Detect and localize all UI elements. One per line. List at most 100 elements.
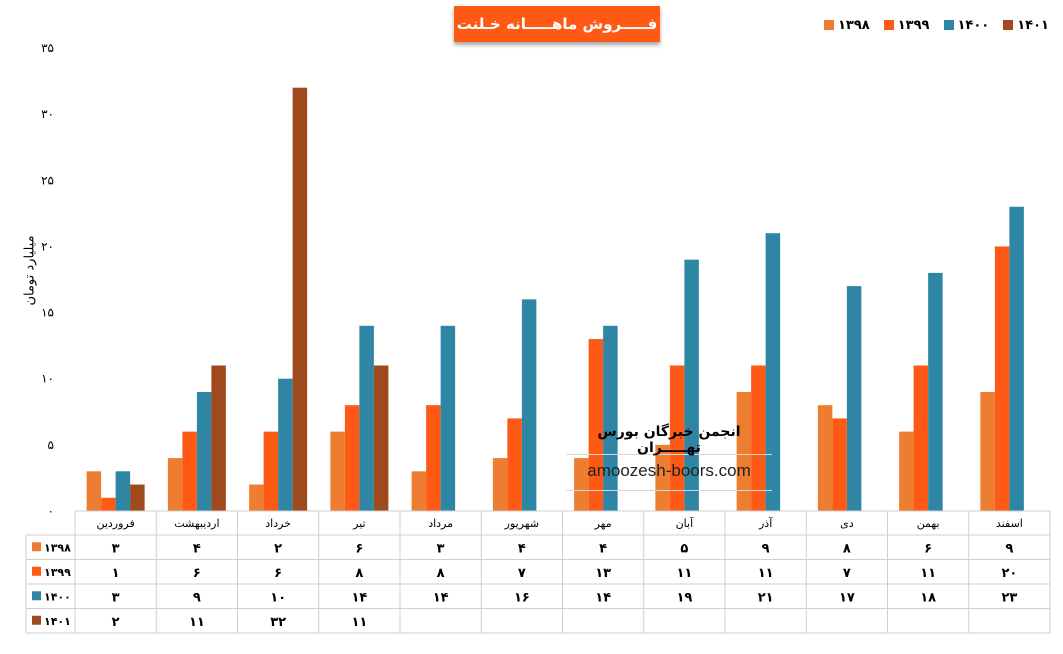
- data-label: ۱۷: [839, 590, 855, 605]
- y-tick-label: ۲۰: [41, 239, 54, 253]
- bar: [574, 458, 589, 511]
- data-label: ۶: [924, 541, 932, 556]
- data-label: ۲۰: [1001, 566, 1017, 581]
- bar: [1009, 206, 1024, 511]
- bar: [426, 405, 441, 511]
- y-tick-label: ۱۵: [41, 306, 54, 320]
- data-label: ۳: [112, 541, 120, 556]
- bar: [899, 431, 914, 511]
- y-tick-label: ۱۰: [41, 372, 54, 386]
- data-label: ۱۱: [758, 566, 774, 581]
- y-axis-label: میلیارد تومان: [22, 234, 38, 306]
- x-tick-label: خرداد: [265, 517, 291, 530]
- data-label: ۳: [112, 590, 120, 605]
- watermark-title: انجمن خبرگان بورس تهـــــران: [597, 424, 741, 456]
- watermark-divider-bottom: [566, 490, 772, 491]
- table-series-name: ۱۳۹۸: [44, 541, 71, 554]
- bar: [440, 325, 456, 511]
- data-label: ۴: [518, 541, 526, 556]
- y-tick-label: ۳۰: [41, 107, 54, 121]
- bar: [373, 365, 389, 511]
- table-series-swatch: [32, 615, 41, 625]
- bar: [832, 418, 847, 511]
- y-tick-label: ۲۵: [41, 173, 54, 187]
- y-tick-label: ۳۵: [41, 41, 54, 55]
- bar: [588, 339, 604, 511]
- bar: [86, 471, 102, 511]
- bar: [655, 444, 670, 511]
- x-tick-label: مرداد: [428, 517, 453, 530]
- bar: [507, 418, 522, 511]
- bar: [669, 365, 685, 511]
- data-label: ۶: [274, 566, 282, 581]
- bar: [684, 259, 699, 511]
- data-label: ۸: [355, 566, 363, 581]
- bar: [182, 431, 197, 511]
- bar: [101, 497, 116, 511]
- x-tick-label: آبان: [676, 516, 694, 530]
- data-label: ۱۹: [676, 590, 692, 605]
- data-label: ۱۱: [189, 615, 205, 630]
- data-label: ۱۱: [920, 566, 936, 581]
- legend-item: ۱۴۰۱: [1003, 18, 1049, 33]
- data-label: ۴: [193, 541, 201, 556]
- x-tick-label: اردیبهشت: [174, 517, 219, 530]
- x-tick-label: بهمن: [917, 517, 940, 530]
- x-tick-label: مهر: [594, 517, 612, 530]
- legend-label: ۱۳۹۸: [838, 17, 870, 33]
- data-label: ۱۱: [351, 615, 367, 630]
- bar: [278, 378, 293, 511]
- y-tick-label: ۵: [48, 438, 54, 452]
- table-series-name: ۱۳۹۹: [44, 566, 71, 579]
- x-tick-label: اسفند: [996, 517, 1023, 530]
- data-label: ۱۴: [351, 590, 367, 605]
- data-label: ۴: [599, 541, 607, 556]
- bar: [980, 391, 995, 511]
- bar: [263, 431, 279, 511]
- data-label: ۷: [843, 566, 851, 581]
- bar: [411, 471, 427, 511]
- table-series-swatch: [32, 566, 41, 576]
- bar: [846, 286, 862, 511]
- data-label: ۳۲: [270, 615, 286, 630]
- data-label: ۲۱: [758, 590, 774, 605]
- legend-item: ۱۳۹۸: [824, 18, 870, 33]
- bar: [167, 458, 183, 511]
- legend-label: ۱۴۰۱: [1017, 17, 1049, 33]
- data-label: ۱: [112, 566, 120, 581]
- x-tick-label: دی: [840, 517, 854, 530]
- data-label: ۱۶: [514, 590, 530, 605]
- table-series-name: ۱۴۰۱: [44, 615, 71, 628]
- bar: [249, 484, 264, 511]
- data-label: ۱۱: [676, 566, 692, 581]
- bar: [994, 246, 1010, 511]
- x-tick-label: تیر: [352, 517, 365, 530]
- legend-swatch: [824, 20, 834, 30]
- bar: [817, 405, 833, 511]
- bar: [130, 484, 145, 511]
- legend: ۱۳۹۸ ۱۳۹۹ ۱۴۰۰ ۱۴۰۱: [824, 14, 1056, 36]
- bar: [521, 299, 537, 511]
- y-tick-label: ۰: [48, 504, 54, 518]
- bar: [330, 431, 345, 511]
- data-label: ۶: [193, 566, 201, 581]
- watermark-url: amoozesh-boors.com: [587, 461, 751, 480]
- data-label: ۱۴: [595, 590, 611, 605]
- table-series-swatch: [32, 591, 41, 601]
- table-series-swatch: [32, 542, 41, 552]
- data-label: ۹: [193, 590, 201, 605]
- data-label: ۲: [274, 541, 282, 556]
- x-tick-label: آذر: [758, 516, 773, 530]
- bar: [765, 233, 781, 511]
- bar: [928, 272, 943, 511]
- bar: [492, 458, 508, 511]
- legend-swatch: [883, 20, 894, 30]
- data-label: ۹: [762, 541, 770, 556]
- legend-swatch: [943, 20, 954, 30]
- bar: [196, 391, 212, 511]
- bar: [344, 405, 360, 511]
- data-label: ۱۰: [270, 590, 286, 605]
- data-label: ۸: [437, 566, 445, 581]
- data-label: ۲۳: [1001, 590, 1017, 605]
